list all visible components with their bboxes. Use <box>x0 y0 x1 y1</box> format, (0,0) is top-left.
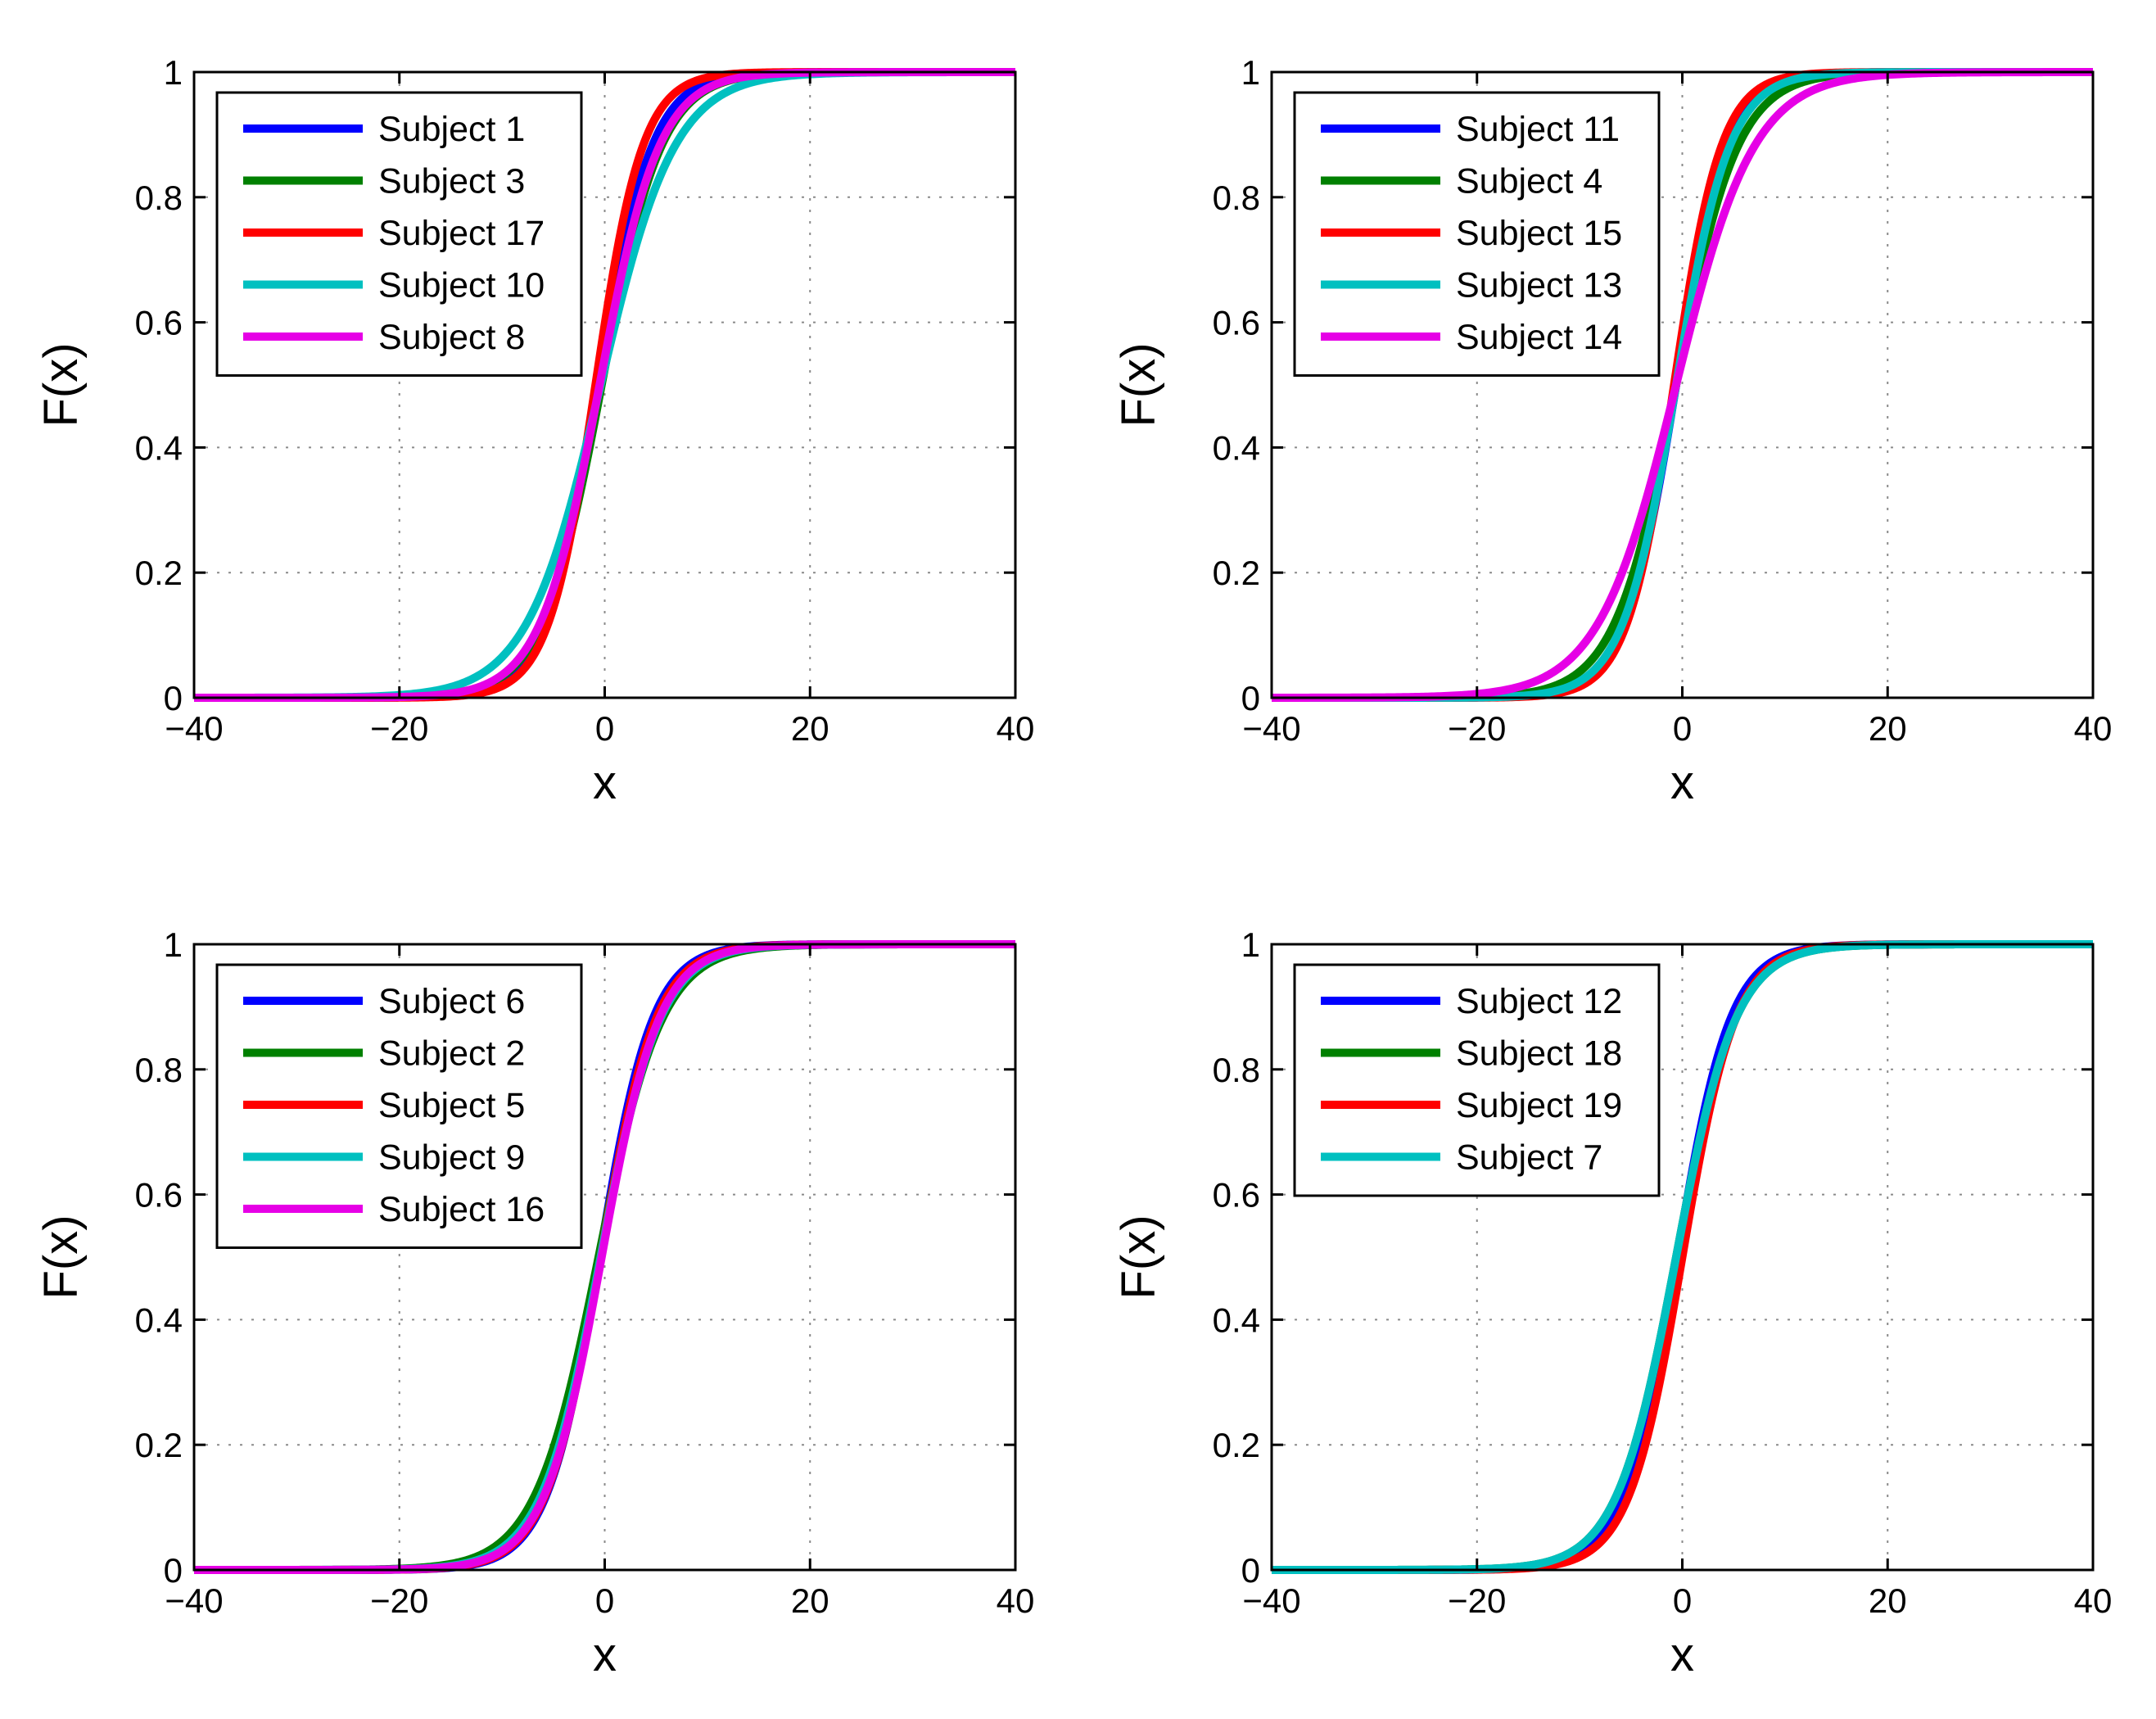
y-tick-label: 0 <box>1241 679 1260 717</box>
x-tick-label: −20 <box>1448 1581 1506 1620</box>
x-tick-label: −40 <box>165 709 223 748</box>
x-tick-label: −20 <box>370 709 428 748</box>
y-tick-label: 0.2 <box>1213 554 1260 592</box>
x-tick-label: 0 <box>595 1581 614 1620</box>
y-tick-label: 1 <box>1241 925 1260 964</box>
y-tick-label: 0.4 <box>1213 428 1260 467</box>
legend: Subject 12 Subject 18 Subject 19 Subject 7 <box>1293 963 1661 1197</box>
y-tick-label: 0.6 <box>135 1176 183 1215</box>
legend-label: Subject 17 <box>378 214 545 253</box>
x-axis-label: x <box>593 756 617 809</box>
y-tick-label: 0.6 <box>1213 304 1260 342</box>
x-tick-label: 0 <box>1673 709 1692 748</box>
legend-label: Subject 5 <box>378 1086 525 1125</box>
y-tick-label: 0.4 <box>135 428 183 467</box>
y-tick-label: 0.6 <box>135 304 183 342</box>
x-tick-label: −20 <box>370 1581 428 1620</box>
legend-label: Subject 3 <box>378 162 525 201</box>
legend: Subject 11 Subject 4 Subject 15 Subject 13 S… <box>1293 91 1661 377</box>
y-tick-label: 0 <box>164 1551 183 1590</box>
y-tick-label: 0.8 <box>1213 1051 1260 1089</box>
x-tick-label: −20 <box>1448 709 1506 748</box>
y-tick-label: 0.2 <box>135 1426 183 1464</box>
x-axis-label: x <box>593 1628 617 1681</box>
x-tick-label: −40 <box>165 1581 223 1620</box>
legend-label: Subject 12 <box>1456 982 1622 1021</box>
chart-panel-4: −40 −20 0 20 40 0 0.2 0.4 0.6 0.8 1 x F(x) Subject 12… <box>1112 925 2112 1681</box>
y-axis-label: F(x) <box>1112 1215 1165 1299</box>
chart-panel-2: −40 −20 0 20 40 0 0.2 0.4 0.6 0.8 1 x F(x) Subject 11… <box>1112 53 2112 809</box>
y-tick-label: 1 <box>1241 53 1260 92</box>
legend-label: Subject 19 <box>1456 1086 1622 1125</box>
legend-label: Subject 18 <box>1456 1034 1622 1074</box>
legend-label: Subject 14 <box>1456 318 1622 357</box>
y-tick-label: 1 <box>164 925 183 964</box>
y-tick-label: 0.8 <box>135 179 183 217</box>
legend: Subject 6 Subject 2 Subject 5 Subject 9 Subj… <box>215 963 583 1249</box>
legend-label: Subject 10 <box>378 266 545 305</box>
x-tick-label: −40 <box>1242 709 1300 748</box>
x-tick-label: 20 <box>791 1581 829 1620</box>
y-axis-label: F(x) <box>34 1215 88 1299</box>
y-tick-label: 0 <box>164 679 183 717</box>
legend-label: Subject 13 <box>1456 266 1622 305</box>
x-axis-label: x <box>1670 1628 1694 1681</box>
x-tick-label: 40 <box>997 709 1035 748</box>
x-tick-label: 0 <box>595 709 614 748</box>
legend-label: Subject 1 <box>378 110 525 149</box>
x-tick-label: −40 <box>1242 1581 1300 1620</box>
legend-label: Subject 6 <box>378 982 525 1021</box>
y-tick-label: 0 <box>1241 1551 1260 1590</box>
y-axis-label: F(x) <box>1112 342 1165 427</box>
y-axis-label: F(x) <box>34 342 88 427</box>
legend-label: Subject 4 <box>1456 162 1602 201</box>
y-tick-label: 0.4 <box>1213 1301 1260 1339</box>
legend-label: Subject 16 <box>378 1190 545 1229</box>
legend: Subject 1 Subject 3 Subject 17 Subject 10 Su… <box>215 91 583 377</box>
legend-label: Subject 8 <box>378 318 525 357</box>
x-tick-label: 0 <box>1673 1581 1692 1620</box>
y-tick-label: 0.2 <box>135 554 183 592</box>
legend-label: Subject 7 <box>1456 1138 1602 1178</box>
legend-label: Subject 2 <box>378 1034 525 1074</box>
x-axis-label: x <box>1670 756 1694 809</box>
x-tick-label: 40 <box>2074 709 2113 748</box>
x-tick-label: 40 <box>997 1581 1035 1620</box>
y-tick-label: 0.4 <box>135 1301 183 1339</box>
y-tick-label: 0.2 <box>1213 1426 1260 1464</box>
y-tick-label: 0.8 <box>1213 179 1260 217</box>
legend-label: Subject 15 <box>1456 214 1622 253</box>
x-tick-label: 20 <box>1869 1581 1907 1620</box>
x-tick-label: 20 <box>791 709 829 748</box>
legend-label: Subject 9 <box>378 1138 525 1178</box>
x-tick-label: 40 <box>2074 1581 2113 1620</box>
y-tick-label: 1 <box>164 53 183 92</box>
y-tick-label: 0.6 <box>1213 1176 1260 1215</box>
x-tick-label: 20 <box>1869 709 1907 748</box>
legend-label: Subject 11 <box>1456 110 1620 149</box>
y-tick-label: 0.8 <box>135 1051 183 1089</box>
